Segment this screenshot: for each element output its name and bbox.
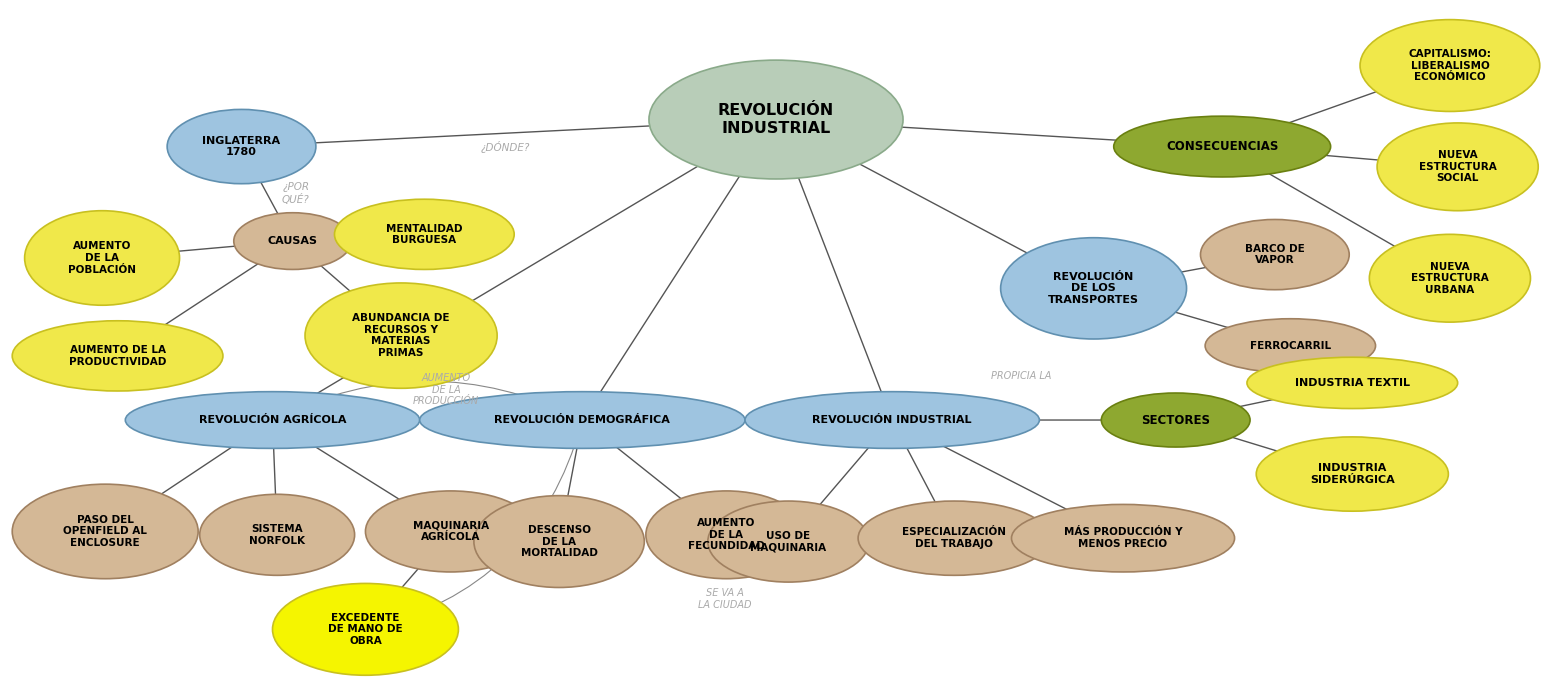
- Ellipse shape: [126, 392, 419, 448]
- Ellipse shape: [1012, 504, 1234, 572]
- Text: ¿DÓNDE?: ¿DÓNDE?: [480, 140, 529, 153]
- Text: INDUSTRIA
SIDERÚRGICA: INDUSTRIA SIDERÚRGICA: [1310, 463, 1395, 485]
- Ellipse shape: [200, 494, 354, 576]
- Ellipse shape: [1246, 357, 1457, 409]
- Text: NUEVA
ESTRUCTURA
URBANA: NUEVA ESTRUCTURA URBANA: [1411, 262, 1488, 295]
- Text: AUMENTO
DE LA
PRODUCCIÓN: AUMENTO DE LA PRODUCCIÓN: [413, 373, 480, 406]
- Ellipse shape: [1256, 437, 1448, 511]
- Text: SE VA A
LA CIUDAD: SE VA A LA CIUDAD: [698, 588, 751, 610]
- Ellipse shape: [646, 491, 807, 579]
- Ellipse shape: [473, 496, 644, 587]
- Text: MENTALIDAD
BURGUESA: MENTALIDAD BURGUESA: [386, 224, 462, 245]
- Ellipse shape: [419, 392, 745, 448]
- Ellipse shape: [745, 392, 1040, 448]
- Text: SISTEMA
NORFOLK: SISTEMA NORFOLK: [250, 524, 306, 546]
- Ellipse shape: [1360, 20, 1540, 111]
- Text: INGLATERRA
1780: INGLATERRA 1780: [202, 136, 281, 157]
- Text: INDUSTRIA TEXTIL: INDUSTRIA TEXTIL: [1294, 378, 1409, 388]
- Text: EXCEDENTE
DE MANO DE
OBRA: EXCEDENTE DE MANO DE OBRA: [327, 613, 404, 646]
- Text: MÁS PRODUCCIÓN Y
MENOS PRECIO: MÁS PRODUCCIÓN Y MENOS PRECIO: [1063, 527, 1183, 549]
- Text: NUEVA
ESTRUCTURA
SOCIAL: NUEVA ESTRUCTURA SOCIAL: [1419, 151, 1496, 184]
- Text: DESCENSO
DE LA
MORTALIDAD: DESCENSO DE LA MORTALIDAD: [520, 525, 598, 558]
- Ellipse shape: [1201, 220, 1349, 290]
- Ellipse shape: [234, 213, 351, 269]
- Text: ABUNDANCIA DE
RECURSOS Y
MATERIAS
PRIMAS: ABUNDANCIA DE RECURSOS Y MATERIAS PRIMAS: [352, 313, 450, 358]
- Ellipse shape: [365, 491, 535, 572]
- Ellipse shape: [1369, 235, 1530, 322]
- Ellipse shape: [335, 199, 514, 269]
- Text: ESPECIALIZACIÓN
DEL TRABAJO: ESPECIALIZACIÓN DEL TRABAJO: [902, 527, 1006, 549]
- Text: BARCO DE
VAPOR: BARCO DE VAPOR: [1245, 244, 1305, 265]
- Text: ¿POR
QUÉ?: ¿POR QUÉ?: [282, 182, 309, 205]
- Text: PASO DEL
OPENFIELD AL
ENCLOSURE: PASO DEL OPENFIELD AL ENCLOSURE: [64, 515, 147, 548]
- Text: MAQUINARIA
AGRÍCOLA: MAQUINARIA AGRÍCOLA: [413, 521, 489, 542]
- Text: AUMENTO DE LA
PRODUCTIVIDAD: AUMENTO DE LA PRODUCTIVIDAD: [68, 345, 166, 367]
- Ellipse shape: [306, 283, 497, 388]
- Ellipse shape: [12, 484, 199, 579]
- Ellipse shape: [273, 584, 458, 675]
- Text: REVOLUCIÓN DEMOGRÁFICA: REVOLUCIÓN DEMOGRÁFICA: [495, 415, 670, 425]
- Text: AUMENTO
DE LA
POBLACIÓN: AUMENTO DE LA POBLACIÓN: [68, 241, 137, 275]
- Text: PROPICIA LA: PROPICIA LA: [990, 371, 1051, 381]
- Ellipse shape: [1377, 123, 1538, 211]
- Text: REVOLUCIÓN
INDUSTRIAL: REVOLUCIÓN INDUSTRIAL: [719, 103, 833, 136]
- Text: AUMENTO
DE LA
FECUNDIDAD: AUMENTO DE LA FECUNDIDAD: [688, 518, 765, 551]
- Ellipse shape: [25, 211, 180, 305]
- Ellipse shape: [12, 321, 223, 391]
- Text: FERROCARRIL: FERROCARRIL: [1249, 341, 1332, 351]
- Text: REVOLUCIÓN INDUSTRIAL: REVOLUCIÓN INDUSTRIAL: [812, 415, 972, 425]
- Text: CAUSAS: CAUSAS: [267, 236, 318, 246]
- Ellipse shape: [708, 501, 869, 582]
- Text: CONSECUENCIAS: CONSECUENCIAS: [1166, 140, 1279, 153]
- Ellipse shape: [1001, 238, 1187, 339]
- Text: REVOLUCIÓN AGRÍCOLA: REVOLUCIÓN AGRÍCOLA: [199, 415, 346, 425]
- Ellipse shape: [1102, 393, 1249, 447]
- Text: SECTORES: SECTORES: [1141, 414, 1211, 426]
- Text: REVOLUCIÓN
DE LOS
TRANSPORTES: REVOLUCIÓN DE LOS TRANSPORTES: [1048, 272, 1139, 305]
- Ellipse shape: [168, 109, 317, 184]
- Text: CAPITALISMO:
LIBERALISMO
ECONÓMICO: CAPITALISMO: LIBERALISMO ECONÓMICO: [1409, 49, 1491, 82]
- Text: USO DE
MAQUINARIA: USO DE MAQUINARIA: [750, 531, 827, 553]
- Ellipse shape: [858, 501, 1051, 576]
- Ellipse shape: [1114, 116, 1330, 177]
- Ellipse shape: [649, 60, 903, 179]
- Ellipse shape: [1206, 319, 1375, 373]
